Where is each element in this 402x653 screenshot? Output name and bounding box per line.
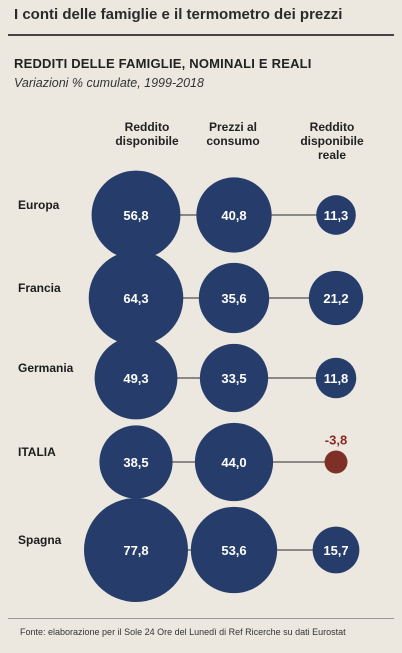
bubble-prezzi-al-consumo-germania: [199, 343, 269, 413]
value-label-reddito-disponibile-reale-germania: 11,8: [324, 371, 349, 386]
bubble-reddito-disponibile-reale-francia: [308, 270, 364, 326]
value-label-prezzi-al-consumo-europa: 40,8: [221, 208, 246, 223]
value-label-prezzi-al-consumo-francia: 35,6: [221, 291, 246, 306]
value-label-reddito-disponibile-germania: 49,3: [123, 371, 148, 386]
bubble-prezzi-al-consumo-francia: [198, 262, 270, 334]
bubble-reddito-disponibile-spagna: [84, 498, 188, 602]
value-label-reddito-disponibile-italia: 38,5: [123, 455, 148, 470]
main-title: I conti delle famiglie e il termometro d…: [14, 6, 343, 23]
value-label-prezzi-al-consumo-italia: 44,0: [221, 455, 246, 470]
bubble-prezzi-al-consumo-europa: [196, 177, 272, 253]
value-label-reddito-disponibile-reale-europa: 11,3: [324, 208, 349, 223]
row-label-germania: Germania: [18, 361, 74, 375]
title-divider: [8, 34, 394, 36]
value-label-reddito-disponibile-reale-spagna: 15,7: [323, 543, 348, 558]
value-label-reddito-disponibile-reale-italia: -3,8: [325, 433, 347, 448]
bubble-reddito-disponibile-francia: [88, 250, 184, 346]
value-label-prezzi-al-consumo-spagna: 53,6: [221, 543, 246, 558]
column-header-nominal-income: Reddito disponibile: [115, 120, 179, 148]
row-label-europa: Europa: [18, 198, 60, 212]
chart-note: Variazioni % cumulate, 1999-2018: [14, 76, 204, 90]
bubble-reddito-disponibile-reale-italia: [324, 450, 348, 474]
bubble-reddito-disponibile-europa: [91, 170, 181, 260]
value-label-reddito-disponibile-europa: 56,8: [123, 208, 148, 223]
bubble-reddito-disponibile-reale-germania: [315, 357, 357, 399]
chart-subtitle: REDDITI DELLE FAMIGLIE, NOMINALI E REALI: [14, 56, 312, 71]
row-label-spagna: Spagna: [18, 533, 62, 547]
bubble-reddito-disponibile-reale-europa: [316, 195, 356, 235]
column-header-real-income: Reddito disponibile reale: [300, 120, 364, 162]
bubble-reddito-disponibile-italia: [99, 425, 173, 499]
bubble-prezzi-al-consumo-italia: [194, 422, 274, 502]
bubble-prezzi-al-consumo-spagna: [190, 506, 278, 594]
row-label-italia: ITALIA: [18, 445, 56, 459]
value-label-prezzi-al-consumo-germania: 33,5: [221, 371, 246, 386]
value-label-reddito-disponibile-francia: 64,3: [123, 291, 148, 306]
bubble-reddito-disponibile-germania: [94, 336, 178, 420]
source-note: Fonte: elaborazione per il Sole 24 Ore d…: [20, 627, 346, 637]
footer-divider: [8, 618, 394, 619]
value-label-reddito-disponibile-reale-francia: 21,2: [323, 291, 348, 306]
row-label-francia: Francia: [18, 281, 61, 295]
bubble-reddito-disponibile-reale-spagna: [312, 526, 360, 574]
column-header-consumer-prices: Prezzi al consumo: [206, 120, 260, 148]
value-label-reddito-disponibile-spagna: 77,8: [123, 543, 148, 558]
